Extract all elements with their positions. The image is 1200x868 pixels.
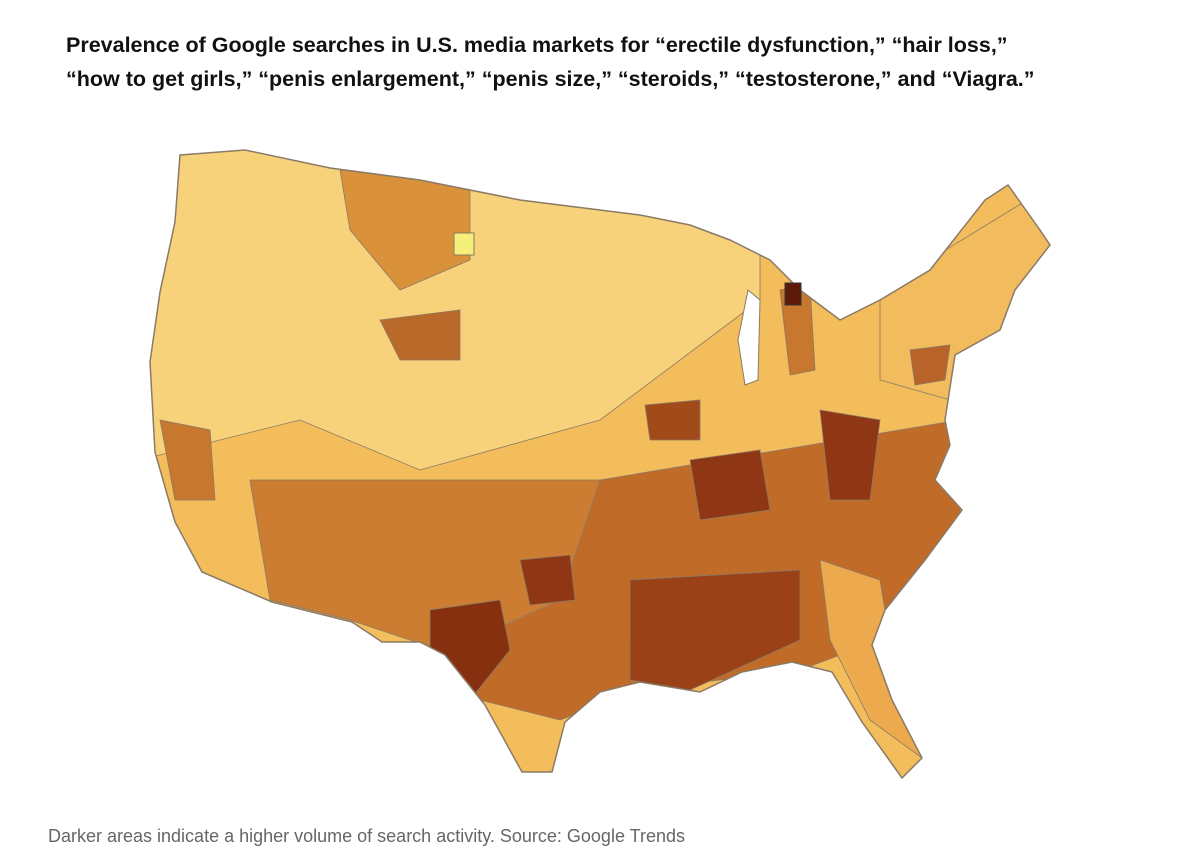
region [819,409,881,501]
region [519,554,576,606]
region [909,344,951,386]
lake [737,289,761,386]
map-regions [150,150,1050,778]
title-line: Prevalence of Google searches in U.S. me… [66,33,1008,57]
title: Prevalence of Google searches in U.S. me… [66,28,1035,96]
region [689,449,771,521]
region [879,179,1050,401]
region [379,309,461,361]
title-line: “how to get girls,” “penis enlargement,”… [66,67,1035,91]
region [644,399,701,441]
region [159,419,216,501]
region [629,569,801,691]
caption: Darker areas indicate a higher volume of… [48,826,685,846]
region [784,282,802,306]
region [453,232,475,256]
